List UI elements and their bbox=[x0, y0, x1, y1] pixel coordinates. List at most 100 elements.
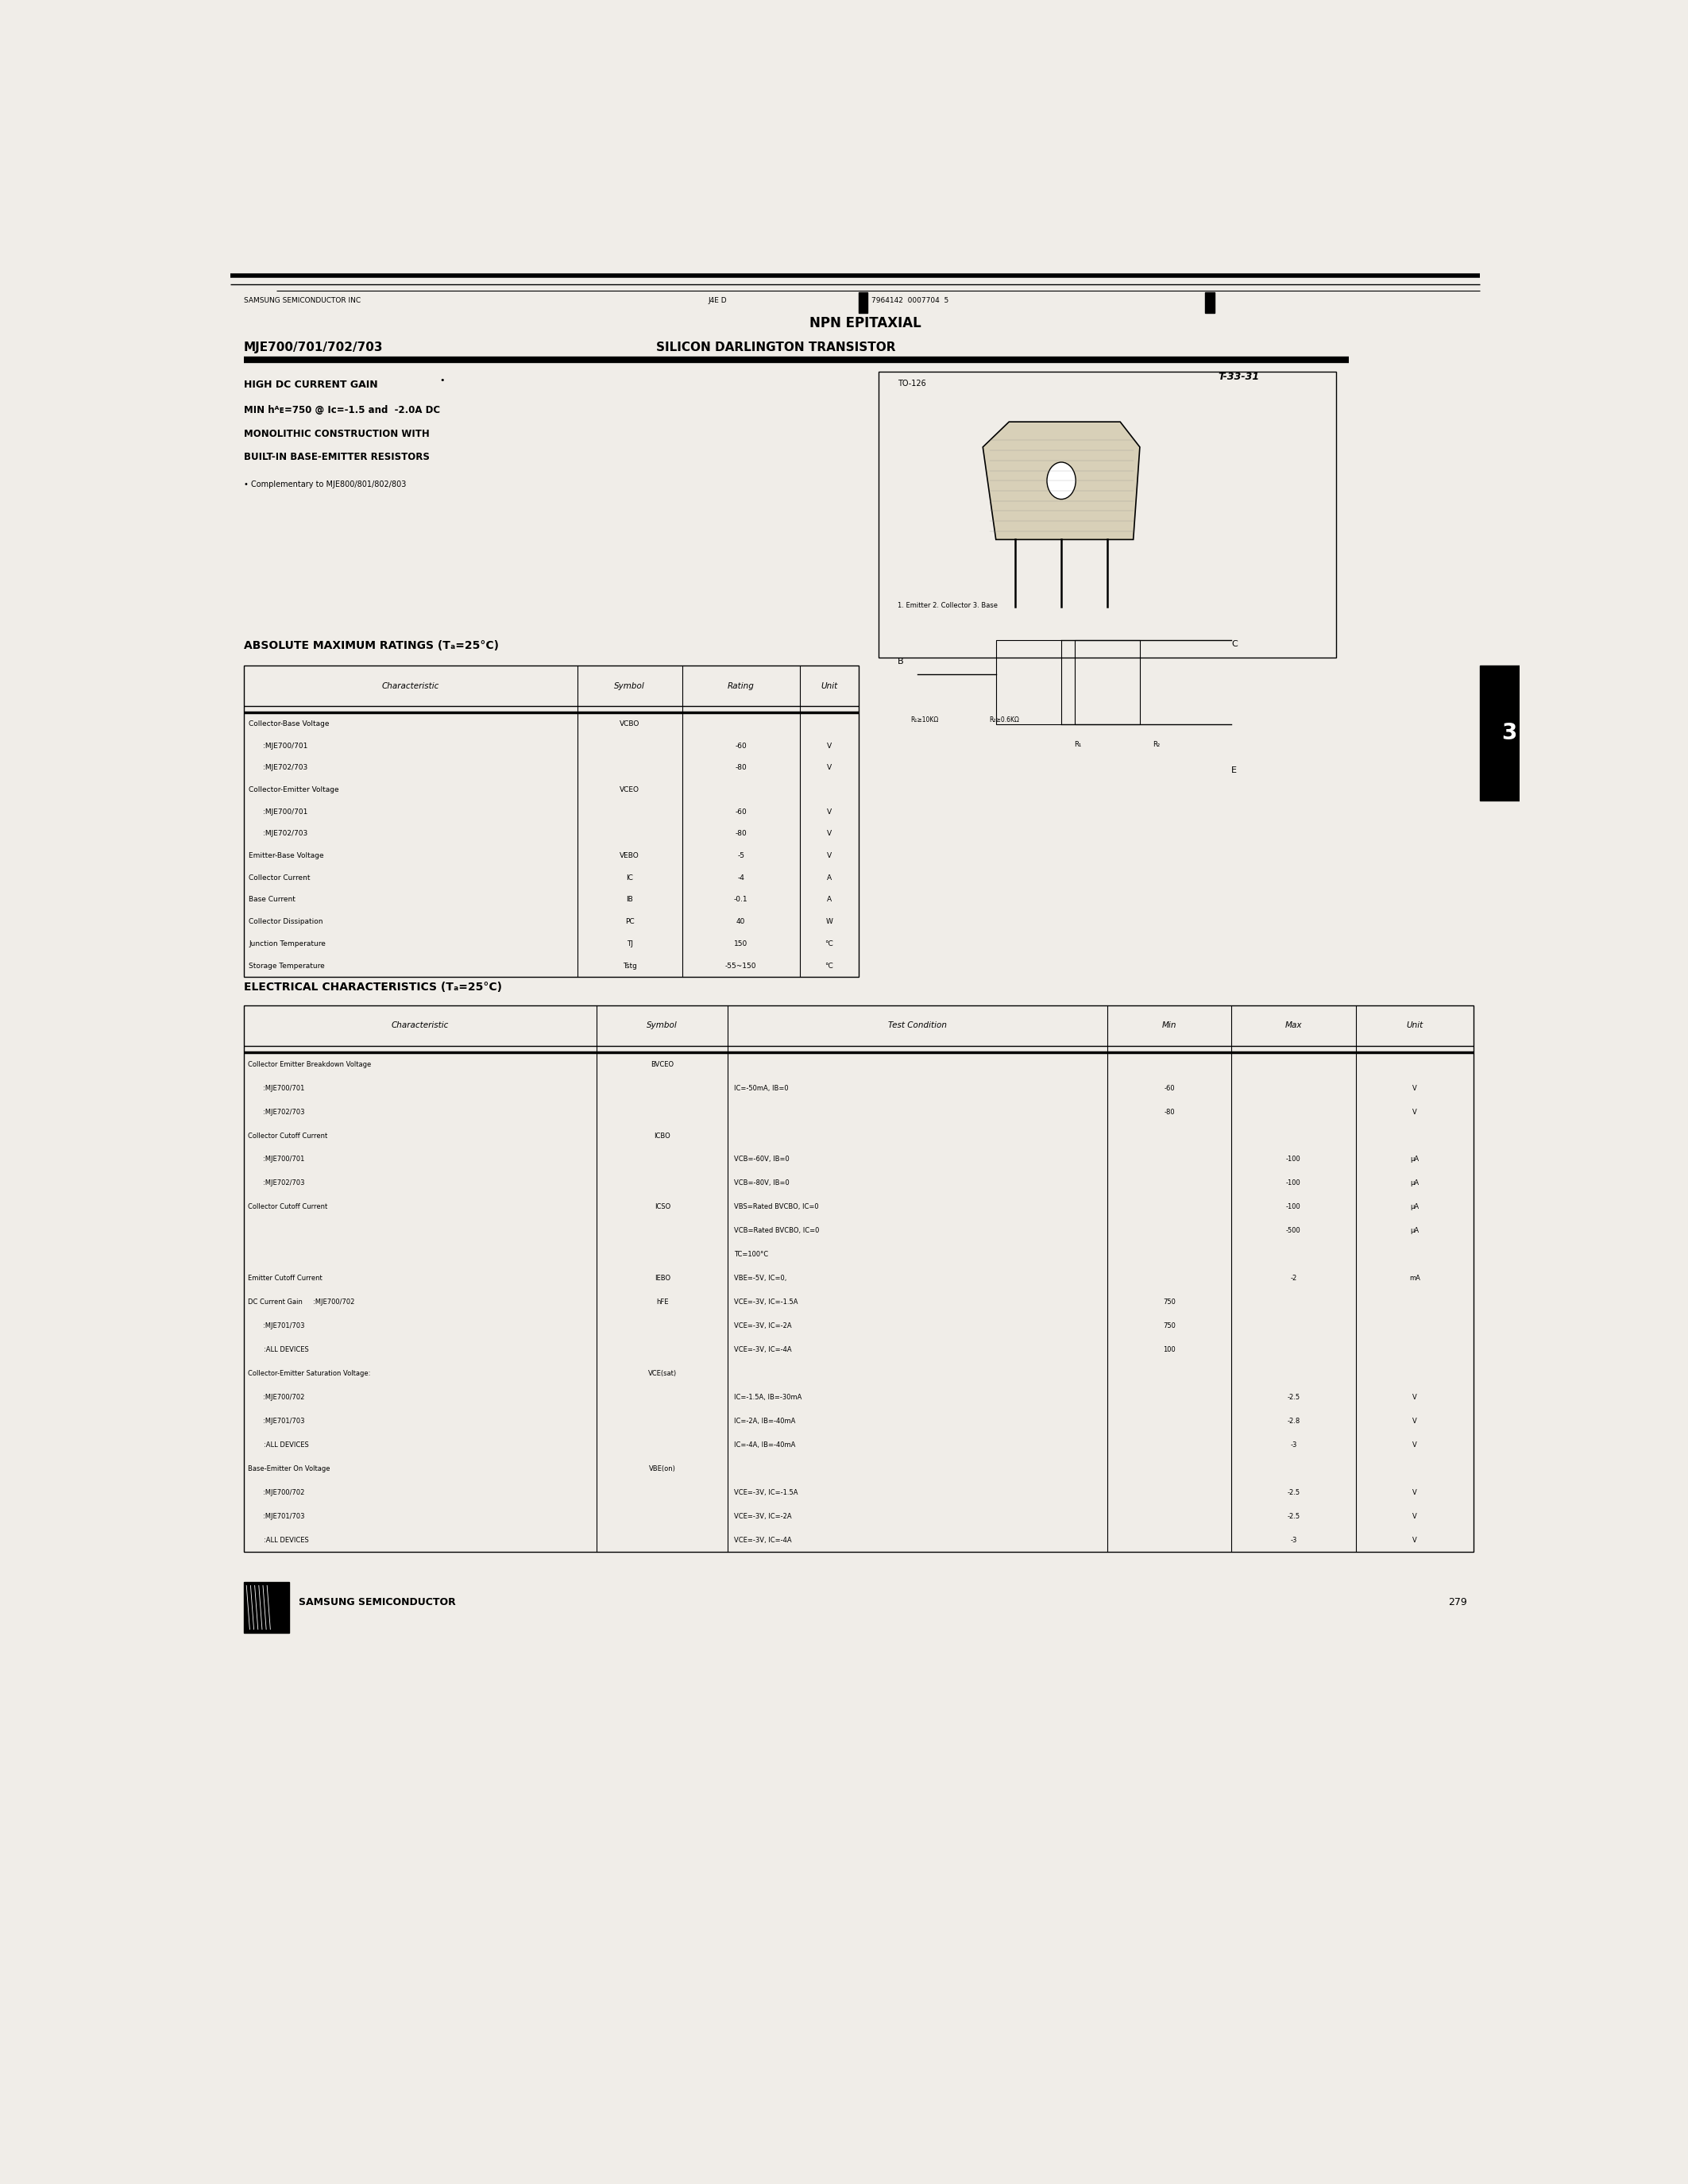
Text: IC=-50mA, IB=0: IC=-50mA, IB=0 bbox=[734, 1085, 788, 1092]
Text: V: V bbox=[1413, 1489, 1416, 1496]
Bar bbox=[1480, 666, 1539, 799]
Text: A: A bbox=[827, 895, 832, 904]
Text: MONOLITHIC CONSTRUCTION WITH: MONOLITHIC CONSTRUCTION WITH bbox=[243, 428, 429, 439]
Text: Emitter-Base Voltage: Emitter-Base Voltage bbox=[248, 852, 324, 858]
Text: B: B bbox=[898, 657, 903, 666]
Text: -80: -80 bbox=[734, 764, 746, 771]
Text: VCEO: VCEO bbox=[619, 786, 640, 793]
Text: :ALL DEVICES: :ALL DEVICES bbox=[263, 1345, 309, 1354]
Text: V: V bbox=[1413, 1417, 1416, 1424]
Text: Base-Emitter On Voltage: Base-Emitter On Voltage bbox=[248, 1465, 329, 1472]
Text: -5: -5 bbox=[738, 852, 744, 858]
Text: V: V bbox=[827, 830, 832, 836]
Text: :MJE701/703: :MJE701/703 bbox=[263, 1321, 306, 1330]
Text: Symbol: Symbol bbox=[614, 681, 645, 690]
Text: -2.5: -2.5 bbox=[1288, 1489, 1300, 1496]
Text: -2.5: -2.5 bbox=[1288, 1514, 1300, 1520]
Text: V: V bbox=[827, 764, 832, 771]
Text: Unit: Unit bbox=[1406, 1022, 1423, 1029]
Text: 750: 750 bbox=[1163, 1321, 1175, 1330]
Text: μA: μA bbox=[1409, 1227, 1420, 1234]
Text: :MJE702/703: :MJE702/703 bbox=[263, 830, 307, 836]
Text: VCE=-3V, IC=-4A: VCE=-3V, IC=-4A bbox=[734, 1538, 792, 1544]
Bar bbox=[996, 640, 1062, 725]
Text: SAMSUNG SEMICONDUCTOR: SAMSUNG SEMICONDUCTOR bbox=[299, 1597, 456, 1607]
Text: -80: -80 bbox=[734, 830, 746, 836]
Text: ABSOLUTE MAXIMUM RATINGS (Tₐ=25°C): ABSOLUTE MAXIMUM RATINGS (Tₐ=25°C) bbox=[243, 640, 498, 651]
Text: V: V bbox=[827, 808, 832, 815]
Text: R₁: R₁ bbox=[1075, 740, 1082, 749]
Text: :ALL DEVICES: :ALL DEVICES bbox=[263, 1538, 309, 1544]
Text: C: C bbox=[1232, 640, 1237, 649]
Text: :MJE702/703: :MJE702/703 bbox=[263, 1107, 306, 1116]
Text: VCBO: VCBO bbox=[619, 721, 640, 727]
Text: -2: -2 bbox=[1290, 1275, 1296, 1282]
Text: PC: PC bbox=[625, 917, 635, 926]
Text: :MJE702/703: :MJE702/703 bbox=[263, 1179, 306, 1186]
Text: -60: -60 bbox=[734, 808, 746, 815]
Text: -2.5: -2.5 bbox=[1288, 1393, 1300, 1400]
Text: VCE=-3V, IC=-1.5A: VCE=-3V, IC=-1.5A bbox=[734, 1489, 798, 1496]
Bar bbox=[243, 666, 859, 976]
Text: μA: μA bbox=[1409, 1203, 1420, 1210]
Text: 1. Emitter 2. Collector 3. Base: 1. Emitter 2. Collector 3. Base bbox=[898, 603, 998, 609]
Text: V: V bbox=[1413, 1085, 1416, 1092]
Text: Tstg: Tstg bbox=[623, 963, 636, 970]
Text: -3: -3 bbox=[1290, 1538, 1296, 1544]
Text: -4: -4 bbox=[738, 874, 744, 882]
Text: IB: IB bbox=[626, 895, 633, 904]
Text: 3: 3 bbox=[1502, 723, 1518, 745]
Text: 150: 150 bbox=[734, 941, 748, 948]
Text: 40: 40 bbox=[736, 917, 746, 926]
Text: VBS=Rated BVCBO, IC=0: VBS=Rated BVCBO, IC=0 bbox=[734, 1203, 819, 1210]
Text: Collector-Base Voltage: Collector-Base Voltage bbox=[248, 721, 329, 727]
Text: Collector-Emitter Voltage: Collector-Emitter Voltage bbox=[248, 786, 339, 793]
Text: Test Condition: Test Condition bbox=[888, 1022, 947, 1029]
Circle shape bbox=[1047, 463, 1075, 500]
Text: Symbol: Symbol bbox=[647, 1022, 677, 1029]
Text: :MJE702/703: :MJE702/703 bbox=[263, 764, 307, 771]
Text: Collector-Emitter Saturation Voltage:: Collector-Emitter Saturation Voltage: bbox=[248, 1369, 370, 1378]
Text: J4E D: J4E D bbox=[709, 297, 728, 304]
Text: NPN EPITAXIAL: NPN EPITAXIAL bbox=[809, 317, 922, 330]
Text: V: V bbox=[827, 743, 832, 749]
Text: IC=-2A, IB=-40mA: IC=-2A, IB=-40mA bbox=[734, 1417, 795, 1424]
Text: VCE=-3V, IC=-4A: VCE=-3V, IC=-4A bbox=[734, 1345, 792, 1354]
Text: μA: μA bbox=[1409, 1179, 1420, 1186]
Text: -80: -80 bbox=[1163, 1107, 1175, 1116]
Text: 750: 750 bbox=[1163, 1299, 1175, 1306]
Text: Collector Dissipation: Collector Dissipation bbox=[248, 917, 322, 926]
Text: :MJE700/701: :MJE700/701 bbox=[263, 1155, 306, 1164]
Text: ICSO: ICSO bbox=[655, 1203, 670, 1210]
Text: :MJE700/701: :MJE700/701 bbox=[263, 743, 309, 749]
Text: VCE=-3V, IC=-1.5A: VCE=-3V, IC=-1.5A bbox=[734, 1299, 798, 1306]
Text: :ALL DEVICES: :ALL DEVICES bbox=[263, 1441, 309, 1448]
Text: Storage Temperature: Storage Temperature bbox=[248, 963, 326, 970]
Text: W: W bbox=[825, 917, 832, 926]
Text: VBE=-5V, IC=0,: VBE=-5V, IC=0, bbox=[734, 1275, 787, 1282]
Text: V: V bbox=[827, 852, 832, 858]
Text: 279: 279 bbox=[1448, 1597, 1467, 1607]
Text: Emitter Cutoff Current: Emitter Cutoff Current bbox=[248, 1275, 322, 1282]
Text: Min: Min bbox=[1161, 1022, 1177, 1029]
Text: -100: -100 bbox=[1286, 1155, 1301, 1164]
Text: Unit: Unit bbox=[820, 681, 837, 690]
Bar bbox=[878, 371, 1337, 657]
Text: Collector Cutoff Current: Collector Cutoff Current bbox=[248, 1203, 327, 1210]
Text: Collector Cutoff Current: Collector Cutoff Current bbox=[248, 1131, 327, 1140]
Text: BVCEO: BVCEO bbox=[652, 1061, 674, 1068]
Text: SAMSUNG SEMICONDUCTOR INC: SAMSUNG SEMICONDUCTOR INC bbox=[243, 297, 361, 304]
Text: A: A bbox=[827, 874, 832, 882]
Text: VCE=-3V, IC=-2A: VCE=-3V, IC=-2A bbox=[734, 1514, 792, 1520]
Text: DC Current Gain     :MJE700/702: DC Current Gain :MJE700/702 bbox=[248, 1299, 354, 1306]
Text: IC: IC bbox=[626, 874, 633, 882]
Text: -60: -60 bbox=[734, 743, 746, 749]
Text: BUILT-IN BASE-EMITTER RESISTORS: BUILT-IN BASE-EMITTER RESISTORS bbox=[243, 452, 429, 463]
Text: :MJE700/701: :MJE700/701 bbox=[263, 808, 309, 815]
Text: IC=-4A, IB=-40mA: IC=-4A, IB=-40mA bbox=[734, 1441, 795, 1448]
Text: -2.8: -2.8 bbox=[1286, 1417, 1300, 1424]
Text: IEBO: IEBO bbox=[655, 1275, 670, 1282]
Text: TJ: TJ bbox=[626, 941, 633, 948]
Bar bbox=[243, 1005, 1474, 1553]
Text: VCB=-60V, IB=0: VCB=-60V, IB=0 bbox=[734, 1155, 790, 1164]
